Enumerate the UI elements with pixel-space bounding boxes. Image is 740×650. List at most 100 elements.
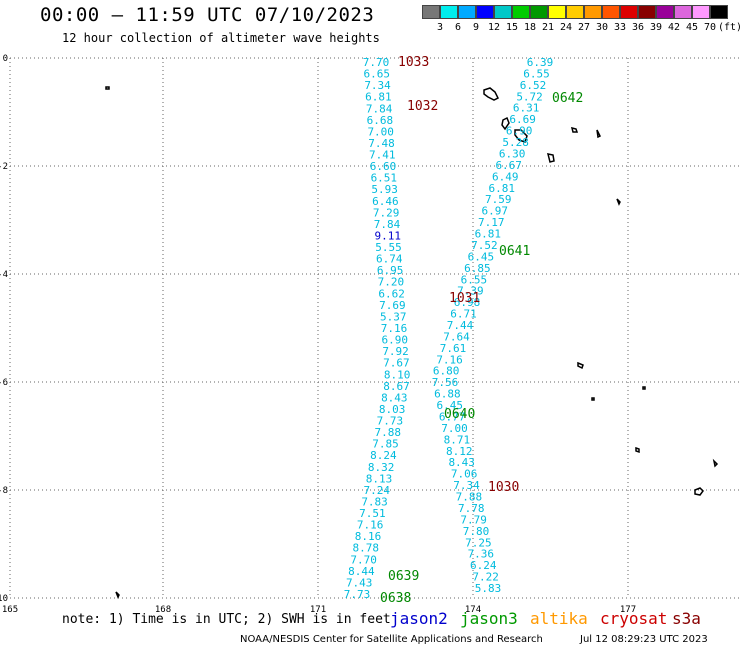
wave-height-value: 7.16 xyxy=(436,353,463,366)
wave-height-value: 6.74 xyxy=(376,253,403,266)
wave-height-value: 7.83 xyxy=(361,495,388,508)
wave-height-value: 7.22 xyxy=(472,571,499,584)
wave-height-value: 8.71 xyxy=(444,433,471,446)
scale-swatch xyxy=(656,5,674,19)
scale-unit: (ft) xyxy=(718,22,740,33)
wave-height-value: 7.84 xyxy=(366,102,393,115)
satellite-legend-item: s3a xyxy=(672,609,701,628)
lat-label: -8 xyxy=(0,486,8,496)
scale-swatch xyxy=(494,5,512,19)
wave-height-value: 8.44 xyxy=(348,565,375,578)
wave-height-value: 7.67 xyxy=(383,357,410,370)
lat-label: -10 xyxy=(0,594,8,604)
wave-height-value: 7.16 xyxy=(357,519,384,532)
wave-height-value: 5.93 xyxy=(371,183,398,196)
pass-time-label: 0639 xyxy=(388,569,419,584)
wave-height-value: 6.45 xyxy=(436,399,463,412)
satellite-track-right: 6.396.556.525.726.316.696.905.286.306.67… xyxy=(432,56,554,595)
wave-height-value: 7.79 xyxy=(460,513,487,526)
scale-swatch xyxy=(530,5,548,19)
wave-height-value: 7.70 xyxy=(363,56,390,69)
wave-height-value: 6.39 xyxy=(527,56,554,69)
scale-swatch xyxy=(674,5,692,19)
wave-height-value: 7.34 xyxy=(364,79,391,92)
scale-label: 9 xyxy=(472,22,480,33)
scale-label: 36 xyxy=(631,22,645,33)
satellite-legend-item: jason3 xyxy=(460,609,518,628)
scale-label: 39 xyxy=(649,22,663,33)
wave-height-value: 8.43 xyxy=(448,456,475,469)
wave-height-value: 7.80 xyxy=(463,525,490,538)
island-outline xyxy=(570,126,579,133)
wave-height-value: 7.73 xyxy=(344,588,371,601)
scale-label: 45 xyxy=(685,22,699,33)
wave-height-value: 7.85 xyxy=(372,438,399,451)
island-outline xyxy=(635,446,640,454)
wave-height-value: 6.24 xyxy=(470,559,497,572)
scale-label: 21 xyxy=(541,22,555,33)
island-outline xyxy=(115,591,120,599)
lat-label: -2 xyxy=(0,162,8,172)
wave-height-value: 6.65 xyxy=(364,68,391,81)
satellite-track-left: 7.706.657.346.817.846.687.007.487.416.60… xyxy=(344,56,411,601)
scale-swatch xyxy=(620,5,638,19)
scale-swatch xyxy=(422,5,440,19)
wave-height-value: 7.56 xyxy=(432,376,459,389)
wave-height-value: 7.84 xyxy=(374,218,401,231)
wave-height-value: 7.00 xyxy=(367,125,394,138)
wave-height-value: 8.12 xyxy=(446,445,473,458)
wave-height-value: 6.71 xyxy=(450,308,477,321)
lat-label: 0 xyxy=(3,54,8,64)
wave-height-value: 7.25 xyxy=(465,536,492,549)
wave-height-value: 7.64 xyxy=(443,330,470,343)
wave-height-value: 7.61 xyxy=(440,342,467,355)
wave-height-value: 7.24 xyxy=(364,484,391,497)
wave-height-value: 6.80 xyxy=(433,365,460,378)
wave-height-value: 7.88 xyxy=(374,426,401,439)
island-outline xyxy=(642,386,646,390)
wave-height-value: 6.55 xyxy=(461,273,488,286)
scale-label: 27 xyxy=(577,22,591,33)
satellite-legend-item: cryosat xyxy=(600,609,668,628)
wave-height-value: 5.37 xyxy=(380,310,407,323)
footer-note: note: 1) Time is in UTC; 2) SWH is in fe… xyxy=(62,612,391,627)
map-subtitle: 12 hour collection of altimeter wave hei… xyxy=(62,31,380,45)
island-outlines xyxy=(105,86,719,599)
scale-label: 12 xyxy=(487,22,501,33)
scale-swatch xyxy=(566,5,584,19)
scale-label: 70 xyxy=(703,22,717,33)
map-grid xyxy=(9,57,740,599)
island-outline xyxy=(105,86,110,90)
island-outline xyxy=(694,487,704,496)
pass-time-label: 1030 xyxy=(488,480,519,495)
wave-height-value: 6.55 xyxy=(523,67,550,80)
pass-time-label: 0640 xyxy=(444,407,475,422)
wave-height-value: 7.20 xyxy=(378,276,405,289)
wave-height-value: 6.81 xyxy=(475,228,502,241)
wave-height-value: 6.68 xyxy=(367,114,394,127)
lon-label: 165 xyxy=(2,605,18,615)
pass-time-label: 0642 xyxy=(552,91,583,106)
wave-height-value: 6.60 xyxy=(370,160,397,173)
wave-height-value: 8.43 xyxy=(381,391,408,404)
pass-time-label: 0641 xyxy=(499,244,530,259)
wave-height-value: 6.88 xyxy=(434,388,461,401)
wave-height-value: 8.13 xyxy=(366,472,393,485)
wave-height-value: 6.49 xyxy=(492,170,519,183)
wave-height-value: 6.81 xyxy=(365,91,392,104)
wave-height-value: 6.67 xyxy=(495,159,522,172)
wave-height-value: 7.70 xyxy=(350,553,377,566)
wave-height-value: 6.69 xyxy=(509,113,536,126)
wave-height-value: 6.30 xyxy=(499,147,526,160)
island-outline xyxy=(712,458,719,468)
wave-height-value: 7.16 xyxy=(381,322,408,335)
wave-height-value: 6.31 xyxy=(513,102,540,115)
scale-swatch xyxy=(458,5,476,19)
lon-label: 171 xyxy=(310,605,326,615)
scale-label: 15 xyxy=(505,22,519,33)
wave-height-value: 5.83 xyxy=(475,582,502,595)
wave-height-value: 6.62 xyxy=(378,287,405,300)
wave-height-value: 7.43 xyxy=(346,576,373,589)
wave-height-value: 6.46 xyxy=(372,195,399,208)
